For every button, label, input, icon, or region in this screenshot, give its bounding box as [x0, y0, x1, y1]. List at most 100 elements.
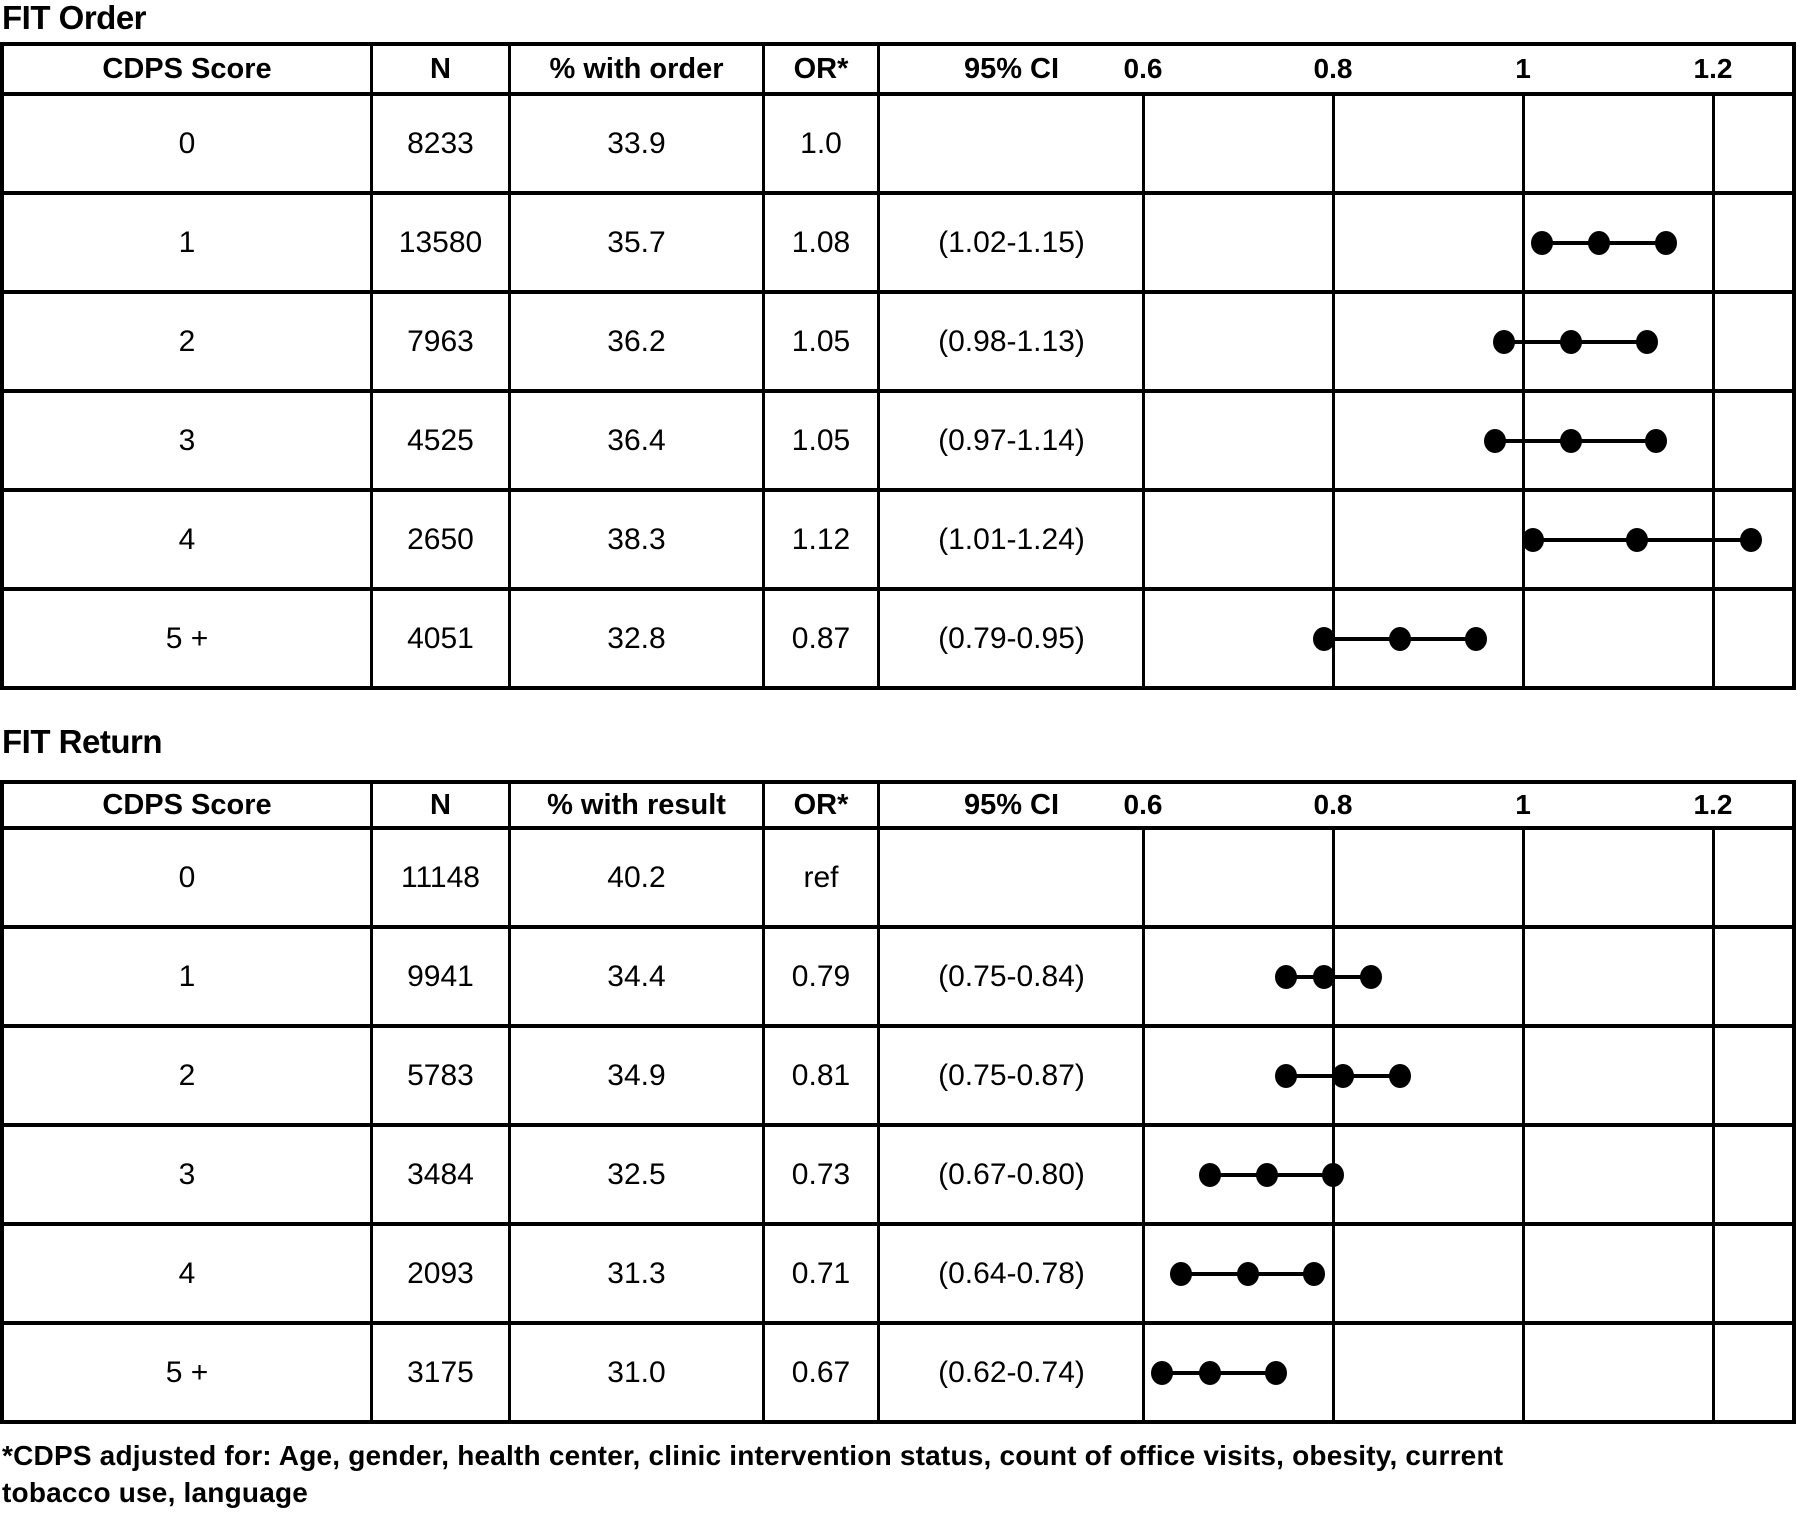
axis-gridline [1331, 294, 1335, 389]
table-row: 1 9941 34.4 0.79 (0.75-0.84) [4, 925, 1792, 1024]
cdps-score-cell: 4 [178, 522, 196, 556]
pct-cell: 34.9 [508, 1028, 762, 1123]
axis-tick-label: 1.2 [1693, 789, 1733, 820]
n-cell: 2093 [370, 1226, 508, 1321]
axis-gridline [1141, 1226, 1145, 1321]
cdps-score-cell: 5 + [165, 1355, 209, 1389]
ci-cell: (1.02-1.15) [938, 225, 1085, 259]
forest-plot-cell: (0.75-0.84) [877, 929, 1792, 1024]
fit-order-table: CDPS Score N% with order OR* 95% CI 0.6 0.8 1 1… [0, 42, 1796, 690]
pct-cell: 31.3 [508, 1226, 762, 1321]
ci-high-dot [1303, 1261, 1325, 1286]
axis-gridline [1141, 1028, 1145, 1123]
ci-cell: (0.75-0.84) [938, 959, 1085, 993]
axis-gridline [1521, 96, 1525, 191]
n-cell: 4525 [370, 393, 508, 488]
ci-cell: (0.98-1.13) [938, 324, 1085, 358]
axis-gridline [1521, 1028, 1525, 1123]
or-cell: 0.81 [762, 1028, 877, 1123]
axis-gridline [1141, 294, 1145, 389]
axis-gridline [1141, 393, 1145, 488]
ci-column-header: 95% CI [963, 788, 1060, 821]
axis-gridline [1711, 1226, 1715, 1321]
axis-gridline [1521, 1325, 1525, 1420]
axis-gridline [1141, 929, 1145, 1024]
forest-plot-cell: (0.98-1.13) [877, 294, 1792, 389]
pct-cell: 31.0 [508, 1325, 762, 1420]
table-row: 5 + 3175 31.0 0.67 (0.62-0.74) [4, 1321, 1792, 1420]
axis-gridline [1141, 1127, 1145, 1222]
axis-gridline [1521, 1226, 1525, 1321]
ci-column-header: 95% CI [963, 52, 1060, 85]
ci-cell: (1.01-1.24) [938, 522, 1085, 556]
n-cell: 13580 [370, 195, 508, 290]
ci-cell: (0.67-0.80) [938, 1157, 1085, 1191]
axis-gridline [1141, 492, 1145, 587]
or-cell: 0.79 [762, 929, 877, 1024]
n-cell: 4051 [370, 591, 508, 686]
or-cell: 1.12 [762, 492, 877, 587]
ci-low-dot [1531, 230, 1553, 255]
axis-gridline [1711, 591, 1715, 686]
pct-cell: 34.4 [508, 929, 762, 1024]
ci-low-dot [1312, 626, 1335, 651]
column-header-pct: % with result [508, 784, 762, 826]
n-cell: 3175 [370, 1325, 508, 1420]
ci-high-dot [1322, 1162, 1344, 1187]
ci-high-dot [1645, 428, 1667, 453]
cdps-score-cell: 4 [178, 1256, 196, 1290]
or-cell: 0.87 [762, 591, 877, 686]
header-row: CDPS Score N% with order OR* 95% CI 0.6 0.8 1 1… [4, 46, 1792, 92]
ci-low-dot [1483, 428, 1506, 453]
n-cell: 9941 [370, 929, 508, 1024]
axis-gridline [1331, 393, 1335, 488]
n-cell: 11148 [370, 830, 508, 925]
pct-cell: 35.7 [508, 195, 762, 290]
axis-gridline [1331, 96, 1335, 191]
pct-cell: 36.4 [508, 393, 762, 488]
axis-tick-label: 0.8 [1313, 789, 1353, 820]
axis-gridline [1521, 830, 1525, 925]
axis-tick-label: 0.8 [1313, 53, 1353, 84]
ci-low-dot [1493, 329, 1515, 354]
table-row: 0 11148 40.2 ref [4, 826, 1792, 925]
ci-low-dot [1274, 1063, 1297, 1088]
axis-tick-label: 1 [1515, 789, 1531, 820]
forest-plot-cell: (0.67-0.80) [877, 1127, 1792, 1222]
table-row: 2 5783 34.9 0.81 (0.75-0.87) [4, 1024, 1792, 1123]
or-dot [1559, 428, 1582, 453]
or-dot [1331, 1063, 1354, 1088]
or-dot [1255, 1162, 1278, 1187]
axis-gridline [1711, 830, 1715, 925]
axis-gridline [1711, 195, 1715, 290]
header-row: CDPS Score N% with result OR* 95% CI 0.6 0.8 1… [4, 784, 1792, 826]
table-row: 3 4525 36.4 1.05 (0.97-1.14) [4, 389, 1792, 488]
cdps-score-cell: 2 [178, 1058, 196, 1092]
ci-cell [880, 96, 1143, 191]
n-cell: 2650 [370, 492, 508, 587]
ci-high-dot [1388, 1063, 1411, 1088]
forest-plot-cell: (0.75-0.87) [877, 1028, 1792, 1123]
axis-gridline [1521, 591, 1525, 686]
forest-plot-cell: (1.02-1.15) [877, 195, 1792, 290]
or-dot [1626, 527, 1648, 552]
axis-tick-label: 1.2 [1693, 53, 1733, 84]
cdps-score-cell: 2 [178, 324, 196, 358]
axis-gridline [1521, 195, 1525, 290]
table-row: 1 13580 35.7 1.08 (1.02-1.15) [4, 191, 1792, 290]
axis-gridline [1141, 96, 1145, 191]
axis-gridline [1711, 294, 1715, 389]
n-cell: 3484 [370, 1127, 508, 1222]
fit-order-title: FIT Order [2, 0, 147, 36]
n-cell: 8233 [370, 96, 508, 191]
axis-gridline [1711, 929, 1715, 1024]
ci-cell: (0.75-0.87) [938, 1058, 1085, 1092]
axis-gridline [1331, 195, 1335, 290]
table-row: 4 2650 38.3 1.12 (1.01-1.24) [4, 488, 1792, 587]
forest-plot-cell: (0.97-1.14) [877, 393, 1792, 488]
cdps-score-cell: 3 [178, 423, 196, 457]
pct-cell: 38.3 [508, 492, 762, 587]
or-dot [1559, 329, 1582, 354]
or-cell: 0.71 [762, 1226, 877, 1321]
fit-return-title: FIT Return [2, 723, 162, 760]
